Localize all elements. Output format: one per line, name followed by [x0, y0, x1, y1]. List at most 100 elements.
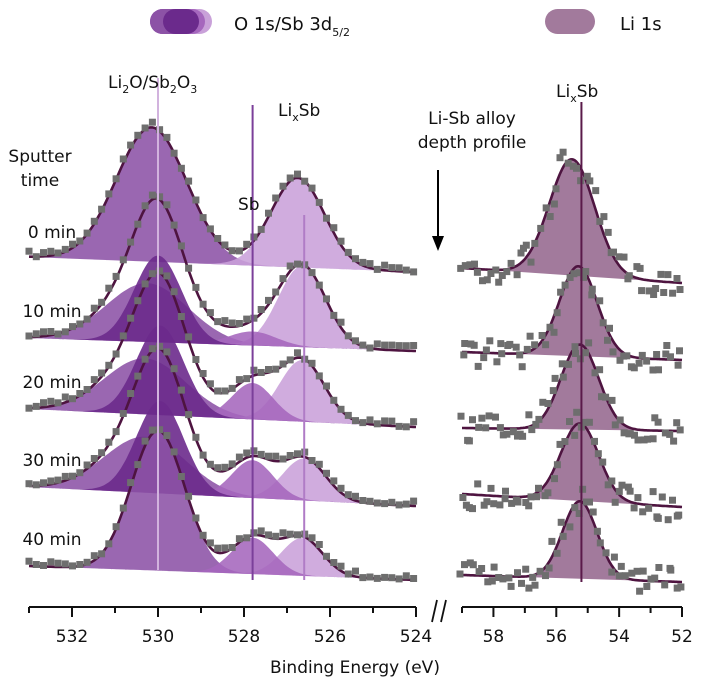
data-point — [163, 133, 171, 141]
data-point — [98, 369, 106, 377]
data-point — [156, 126, 164, 134]
data-point — [561, 438, 569, 445]
data-point — [76, 390, 84, 397]
data-point — [480, 354, 488, 362]
data-point — [608, 568, 616, 576]
data-point — [594, 450, 602, 458]
data-point — [506, 340, 514, 348]
data-point — [556, 440, 564, 448]
data-point — [119, 155, 127, 163]
data-point — [141, 280, 149, 288]
data-point — [487, 270, 495, 277]
data-point — [98, 298, 106, 306]
data-point — [90, 376, 98, 384]
x-tick-label: 532 — [56, 627, 88, 647]
data-point — [532, 420, 540, 428]
annotation-sb: Sb — [238, 195, 260, 215]
data-point — [402, 266, 410, 274]
data-point — [148, 270, 156, 278]
data-point — [410, 418, 418, 426]
data-point — [148, 345, 156, 353]
data-point — [148, 426, 156, 434]
data-point — [265, 296, 272, 304]
data-point — [54, 476, 62, 484]
data-point — [526, 332, 534, 340]
li1s-fill — [462, 423, 682, 507]
data-point — [503, 430, 511, 438]
data-point — [272, 452, 280, 460]
data-point — [542, 341, 550, 349]
data-point — [359, 341, 367, 349]
row-label: 30 min — [22, 451, 81, 471]
data-point — [598, 393, 605, 401]
data-point — [315, 372, 323, 380]
data-point — [395, 422, 403, 430]
data-point — [571, 504, 579, 512]
data-point — [243, 534, 251, 542]
data-point — [366, 260, 374, 268]
data-point — [76, 237, 84, 245]
data-point — [76, 561, 84, 568]
data-point — [199, 214, 207, 222]
data-point — [330, 396, 338, 404]
data-point — [206, 309, 214, 317]
data-point — [112, 175, 120, 183]
data-point — [235, 453, 243, 461]
data-point — [192, 356, 200, 363]
data-point — [516, 351, 524, 359]
data-point — [279, 275, 287, 283]
data-point — [616, 356, 624, 364]
data-point — [47, 328, 55, 335]
data-point — [32, 561, 40, 568]
li1s-fill — [462, 159, 682, 283]
data-point — [564, 159, 572, 167]
data-point — [628, 569, 636, 577]
data-point — [388, 341, 396, 349]
data-point — [617, 562, 625, 570]
data-point — [214, 464, 222, 472]
data-point — [265, 452, 272, 460]
data-point — [330, 559, 338, 566]
data-point — [90, 304, 98, 312]
data-point — [559, 373, 567, 381]
data-point — [512, 343, 520, 351]
data-point — [156, 426, 164, 434]
fit-component-li2o-sb2o3 — [29, 255, 416, 351]
data-point — [163, 432, 171, 439]
data-point — [257, 527, 265, 535]
data-point — [615, 487, 623, 495]
data-point — [548, 537, 556, 545]
data-point — [402, 500, 410, 508]
data-point — [330, 311, 338, 319]
data-point — [675, 511, 683, 519]
data-point — [670, 437, 678, 445]
data-point — [673, 275, 681, 282]
depth-arrow-icon — [432, 170, 444, 251]
data-point — [647, 575, 655, 583]
data-point — [185, 411, 193, 419]
data-point — [257, 225, 265, 233]
data-point — [141, 124, 149, 132]
li1s-fill — [462, 501, 682, 582]
data-point — [676, 426, 684, 434]
data-point — [54, 399, 62, 407]
data-point — [490, 500, 498, 508]
data-point — [636, 587, 644, 595]
li1s-fit-line — [461, 422, 683, 509]
data-point — [265, 366, 272, 373]
data-point — [495, 278, 503, 286]
data-point — [337, 484, 345, 492]
data-point — [61, 560, 69, 568]
data-point — [596, 217, 604, 225]
data-point — [522, 241, 530, 249]
data-point — [250, 447, 258, 455]
data-point — [308, 359, 316, 367]
reference-lines — [157, 78, 583, 582]
data-point — [359, 419, 367, 427]
data-point — [551, 374, 559, 382]
data-point — [323, 469, 330, 477]
data-point — [90, 217, 98, 225]
data-point — [469, 416, 476, 424]
data-point — [235, 247, 243, 255]
